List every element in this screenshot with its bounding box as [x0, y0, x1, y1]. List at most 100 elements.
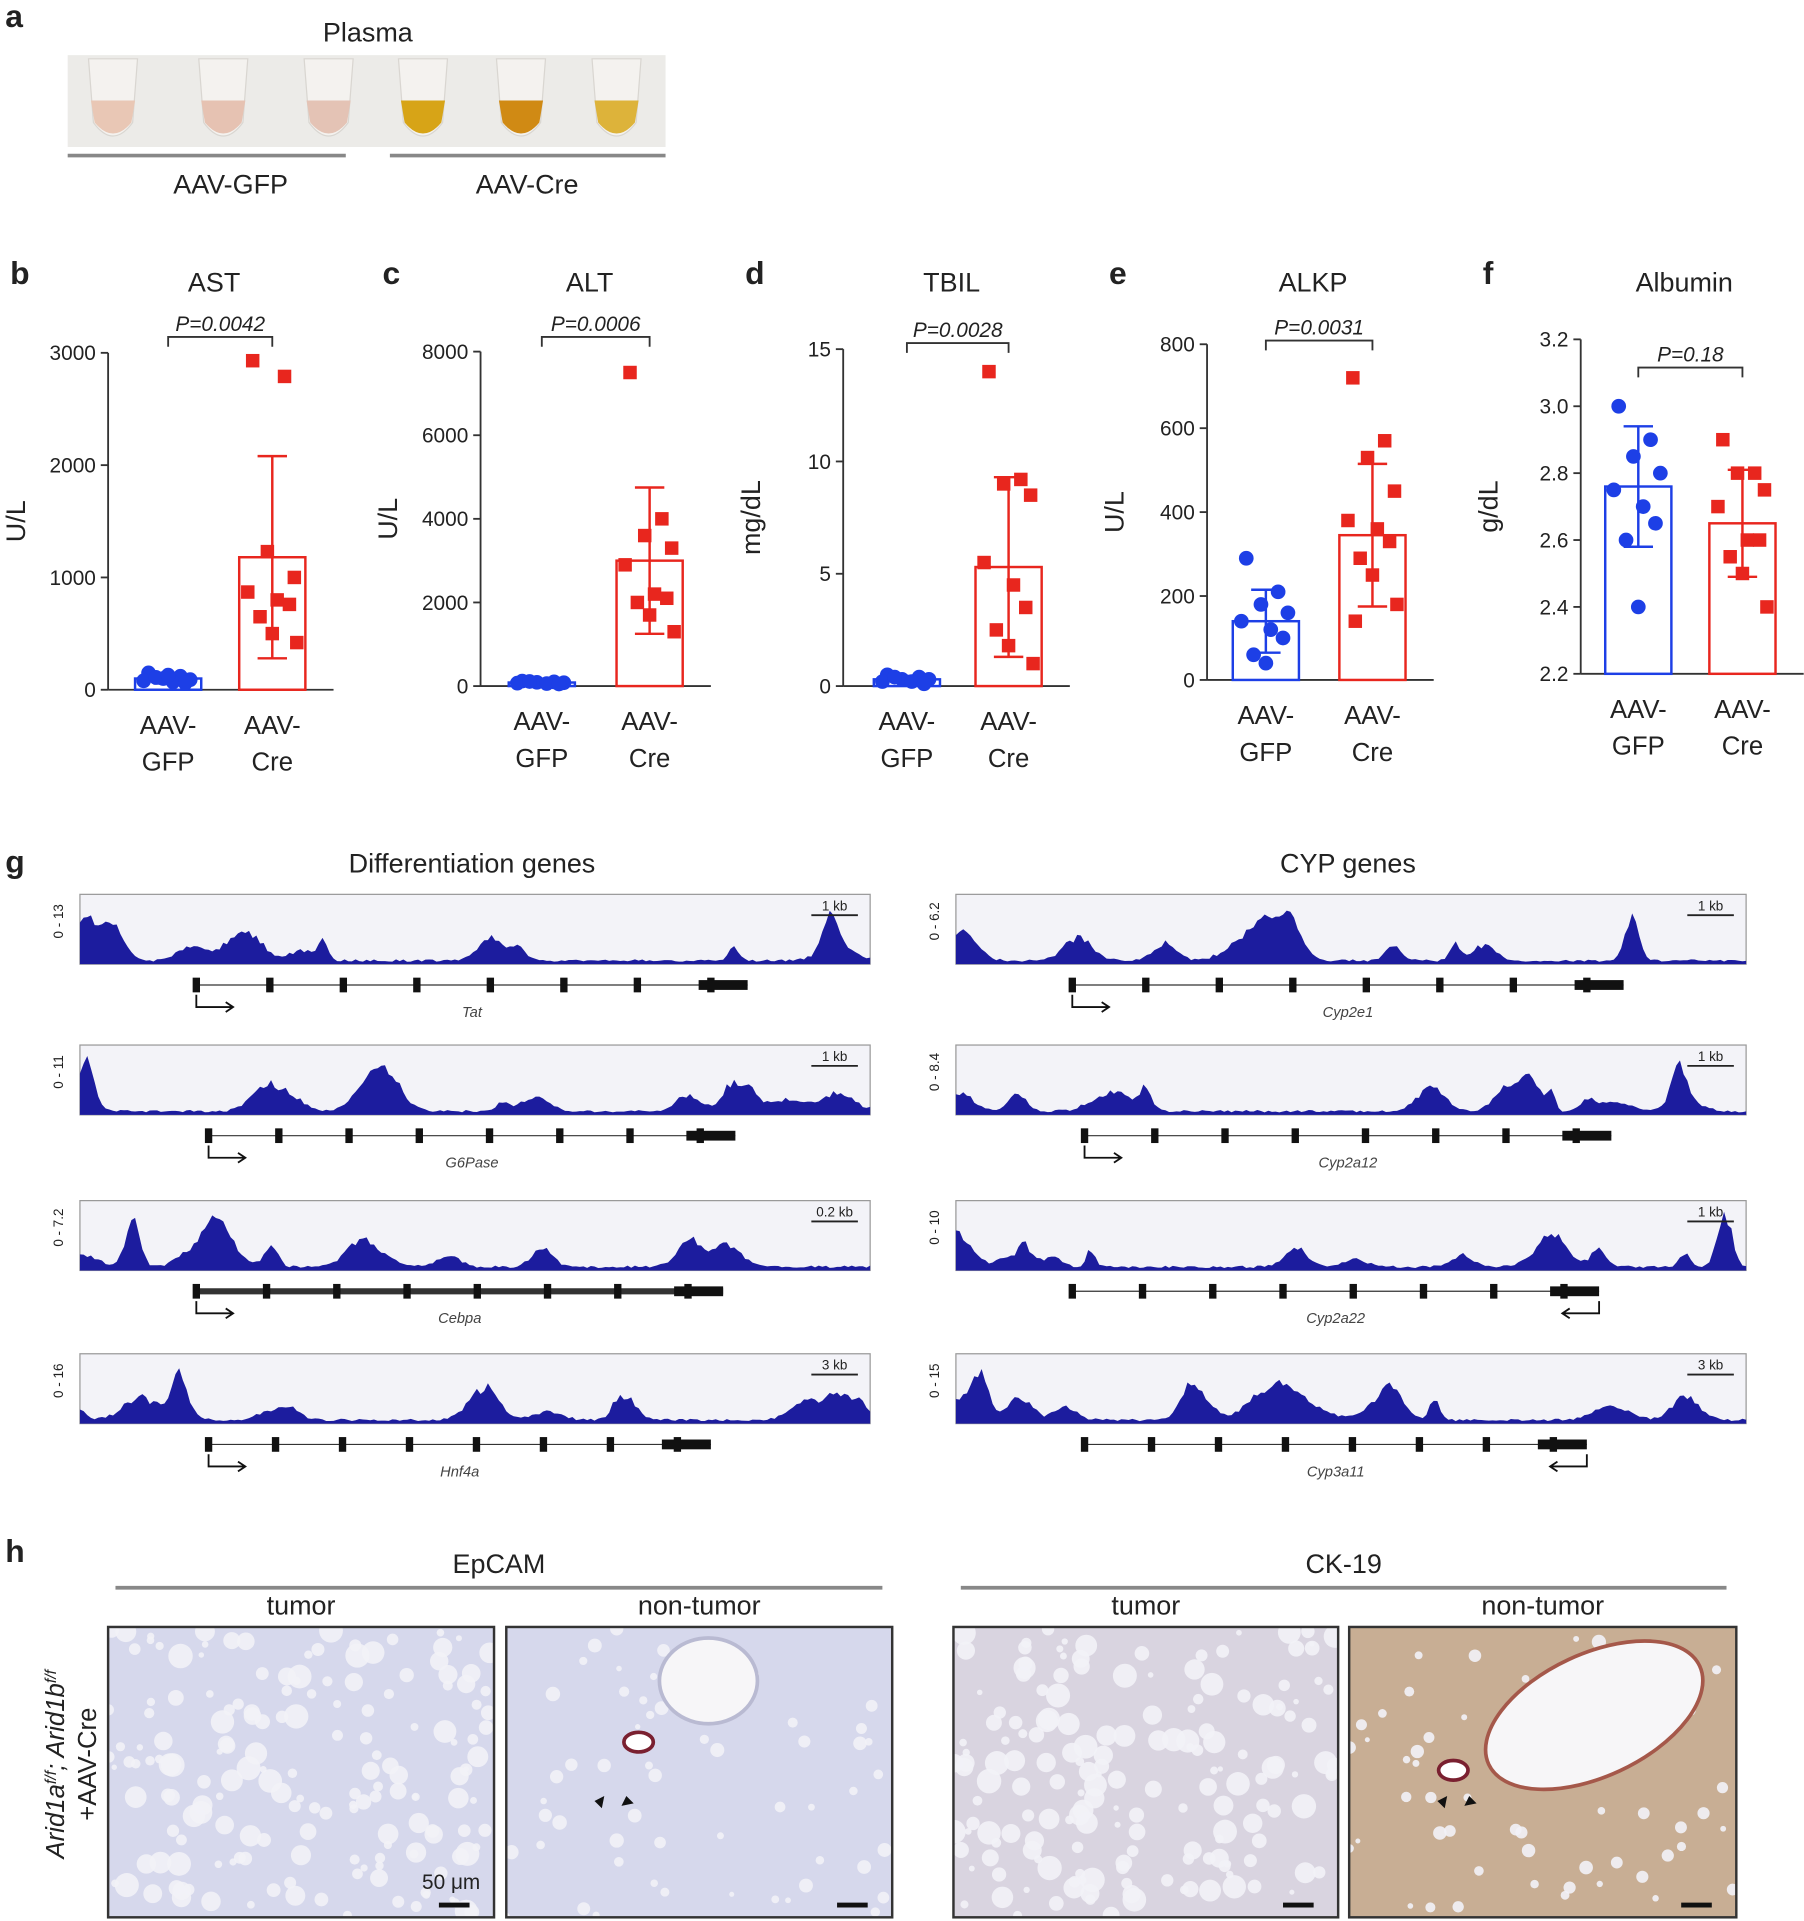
vacuole — [399, 1667, 414, 1683]
scale-label: 1 kb — [1698, 1205, 1723, 1220]
vacuole — [167, 1689, 184, 1706]
gene-exon — [345, 1128, 353, 1144]
vacuole — [1301, 1717, 1317, 1733]
vacuole — [1015, 1666, 1032, 1682]
vacuole — [1198, 1723, 1215, 1740]
chart-title: Albumin — [1636, 268, 1733, 298]
data-point — [277, 369, 292, 384]
vacuole — [1216, 1644, 1230, 1658]
data-point — [875, 674, 890, 689]
vacuole — [1314, 1676, 1323, 1686]
vacuole — [1068, 1875, 1081, 1888]
vacuole — [1113, 1724, 1136, 1747]
vacuole — [287, 1768, 298, 1778]
track: 0 - 11 1 kb G6Pase — [51, 1044, 871, 1172]
vessel — [1483, 1639, 1705, 1792]
vacuole — [1444, 1825, 1456, 1837]
data-point — [1014, 472, 1028, 487]
vacuole — [201, 1641, 209, 1648]
vacuole — [433, 1720, 457, 1743]
vacuole — [136, 1744, 144, 1751]
vacuole — [1061, 1638, 1068, 1645]
data-point — [1635, 499, 1651, 514]
vacuole — [281, 1685, 293, 1697]
gene-name: Cyp2a22 — [1306, 1311, 1365, 1327]
scale-label: 1 kb — [822, 1049, 847, 1064]
vacuole — [1073, 1734, 1098, 1759]
vacuole — [1213, 1795, 1234, 1816]
vacuole — [254, 1714, 270, 1730]
data-point — [1026, 656, 1040, 671]
vacuole — [434, 1866, 448, 1880]
data-point — [664, 541, 679, 555]
vacuole — [976, 1689, 983, 1696]
gene-exon — [1291, 1128, 1299, 1144]
vacuole — [1378, 1709, 1387, 1718]
panel-label: h — [5, 1533, 24, 1569]
x-tick-label: GFP — [1612, 733, 1665, 761]
vacuole — [650, 1672, 658, 1681]
y-tick-label: 0 — [457, 675, 469, 698]
tss-arrow — [1083, 1145, 1123, 1164]
gene-exon — [1509, 977, 1518, 993]
vacuole — [855, 1723, 867, 1735]
vacuole — [1267, 1804, 1281, 1818]
vacuole — [449, 1896, 456, 1903]
vacuole — [373, 1781, 384, 1792]
y-tick-label: 600 — [1160, 418, 1195, 441]
y-axis-label: mg/dL — [736, 480, 766, 555]
chart-title: TBIL — [923, 268, 980, 298]
row-label-part: ; Arid1b — [42, 1683, 70, 1771]
data-point — [660, 591, 674, 606]
data-point — [160, 667, 176, 683]
vacuole — [154, 1731, 173, 1751]
vacuole — [960, 1900, 969, 1909]
vacuole — [1294, 1862, 1316, 1884]
vacuole — [1530, 1879, 1539, 1889]
significance-bracket — [1637, 366, 1744, 378]
plasma — [400, 100, 446, 134]
vacuole — [1022, 1840, 1042, 1860]
vacuole — [1199, 1778, 1217, 1796]
x-tick-label: Cre — [629, 745, 670, 773]
bar-chart: c ALT U/L 0 2000 4000 6000 8000 AAV- GFP AAV- Cre P=… — [373, 255, 711, 773]
vacuole — [288, 1800, 301, 1813]
vacuole — [389, 1765, 409, 1785]
y-axis-label: U/L — [373, 498, 403, 540]
vacuole — [215, 1815, 234, 1835]
row-label-part: f/f — [43, 1769, 60, 1784]
vacuole — [349, 1804, 359, 1814]
vacuole — [1113, 1805, 1119, 1811]
vacuole — [424, 1825, 443, 1844]
vacuole — [409, 1849, 419, 1859]
data-point — [1023, 488, 1038, 502]
data-point — [177, 675, 193, 691]
vacuole — [565, 1758, 578, 1771]
vacuole — [1195, 1649, 1208, 1662]
vacuole — [1122, 1887, 1147, 1912]
vacuole — [1028, 1727, 1045, 1743]
vacuole — [1023, 1886, 1030, 1894]
vacuole — [247, 1900, 255, 1909]
vacuole — [1004, 1750, 1026, 1772]
tss-arrow — [1560, 1301, 1601, 1320]
gene-utr — [1562, 1130, 1612, 1141]
vacuole — [299, 1823, 317, 1841]
vacuole — [592, 1911, 600, 1918]
vacuole — [1018, 1640, 1032, 1655]
data-point — [1346, 371, 1360, 385]
x-tick-label: GFP — [1239, 739, 1292, 767]
vacuole — [1046, 1683, 1071, 1708]
data-point — [551, 676, 567, 692]
vacuole — [648, 1768, 662, 1783]
vacuole — [991, 1886, 1014, 1909]
column-title: CYP genes — [1280, 848, 1416, 878]
gene-exon — [1209, 1283, 1217, 1299]
y-tick-label: 2000 — [50, 454, 96, 477]
vacuole — [1674, 1821, 1687, 1834]
data-point — [1365, 568, 1380, 582]
vacuole — [1423, 1732, 1435, 1743]
vacuole — [333, 1699, 342, 1709]
gene-exon — [1281, 1437, 1290, 1452]
vacuole — [1176, 1729, 1200, 1753]
